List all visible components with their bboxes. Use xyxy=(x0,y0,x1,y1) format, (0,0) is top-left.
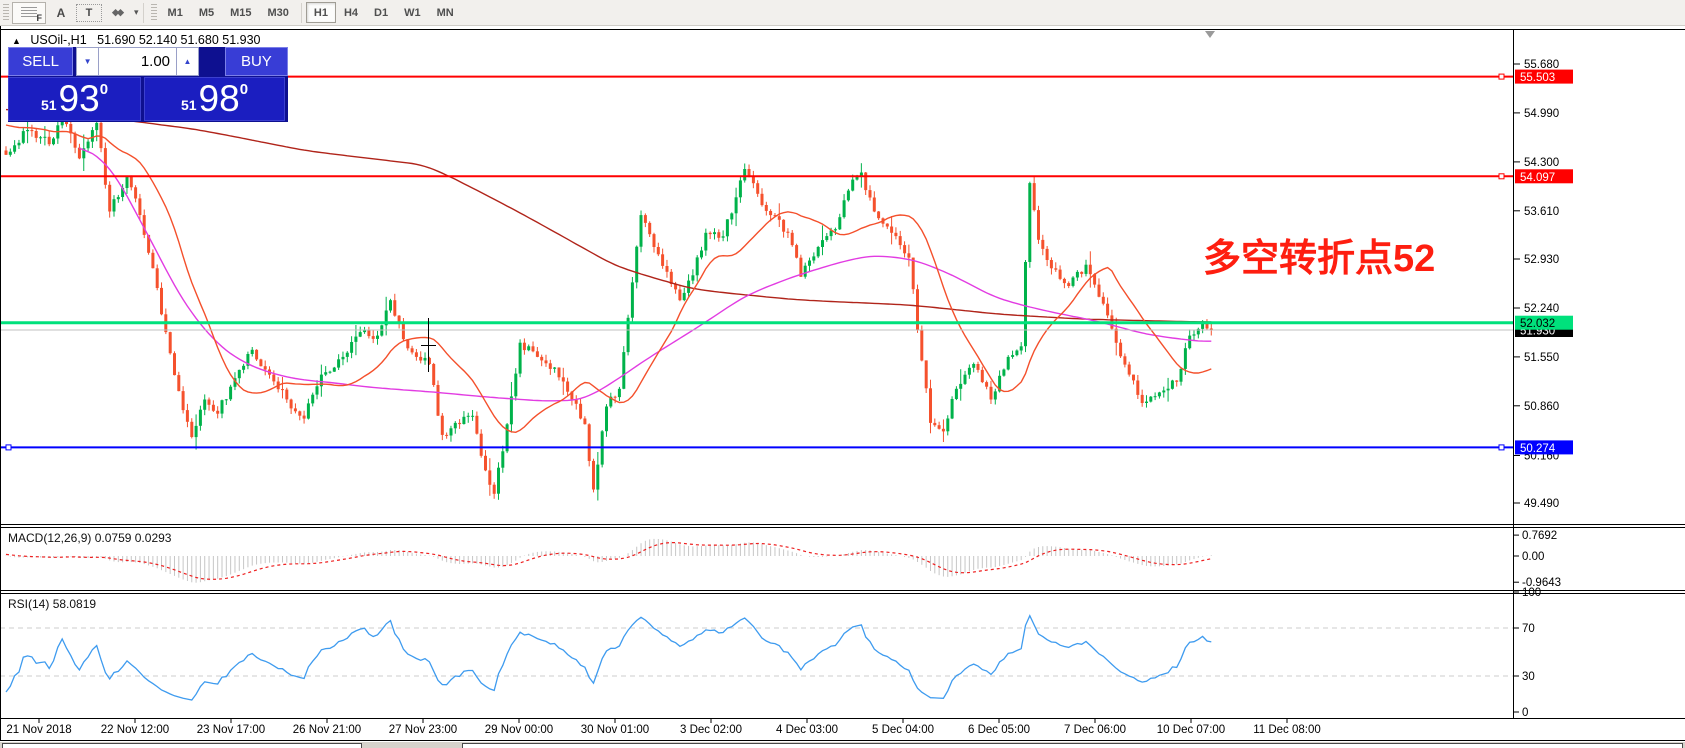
time-tick-label: 29 Nov 00:00 xyxy=(485,724,553,736)
price-tick-label: 52.240 xyxy=(1524,303,1559,315)
sell-price-prefix: 51 xyxy=(40,97,57,113)
timeframe-button-w1[interactable]: W1 xyxy=(404,6,421,19)
buy-price-main: 98 xyxy=(198,78,240,119)
time-tick-label: 22 Nov 12:00 xyxy=(101,724,169,736)
time-tick-label: 10 Dec 07:00 xyxy=(1157,724,1225,736)
sell-price-main: 93 xyxy=(58,78,100,119)
rsi-indicator-label: RSI(14) 58.0819 xyxy=(8,597,97,611)
toolbar-grip[interactable] xyxy=(3,3,9,22)
time-tick-label: 26 Nov 21:00 xyxy=(293,724,361,736)
buy-price-prefix: 51 xyxy=(180,97,197,113)
time-tick-label: 6 Dec 05:00 xyxy=(968,724,1030,736)
symbol-period-label: USOil-,H1 xyxy=(30,33,87,47)
price-badge-label: 55.503 xyxy=(1520,72,1555,84)
price-tick-label: 49.490 xyxy=(1524,498,1559,510)
sell-price-button[interactable]: 51 93 0 xyxy=(8,77,141,121)
price-tick-label: 53.610 xyxy=(1524,206,1559,218)
toolbar: F A T ◆◆ ▾ M1 M5 M15 M30 H1 H4 D1 W1 MN xyxy=(0,0,1685,26)
rsi-axis-label: 0 xyxy=(1522,707,1528,719)
timeframe-button-h4[interactable]: H4 xyxy=(343,6,359,19)
rsi-axis-label: 70 xyxy=(1522,623,1535,635)
line-drag-handle[interactable] xyxy=(1498,444,1505,451)
toolbar-separator xyxy=(300,2,302,23)
time-tick-label: 11 Dec 08:00 xyxy=(1253,724,1321,736)
docked-windows-strip xyxy=(0,742,1685,748)
macd-indicator-label: MACD(12,26,9) 0.0759 0.0293 xyxy=(8,531,172,545)
ma-fast-line xyxy=(5,124,1212,434)
price-tick-label: 50.860 xyxy=(1524,401,1559,413)
chart-text-annotation[interactable]: 多空转折点52 xyxy=(1203,238,1436,280)
time-tick-label: 4 Dec 03:00 xyxy=(776,724,838,736)
rsi-line xyxy=(5,614,1212,701)
price-badge xyxy=(1515,315,1573,330)
timeframe-button-m30[interactable]: M30 xyxy=(267,6,289,19)
chevron-down-icon[interactable]: ▾ xyxy=(134,7,139,17)
macd-axis-label: 0.00 xyxy=(1522,551,1544,563)
timeframe-button-m15[interactable]: M15 xyxy=(230,6,252,19)
chart-plot-area[interactable] xyxy=(0,26,1685,742)
price-tick-label: 52.930 xyxy=(1524,254,1559,266)
toolbar-grip[interactable] xyxy=(150,3,157,22)
rsi-axis-label: 30 xyxy=(1522,671,1535,683)
fib-lines-glyph xyxy=(21,6,37,19)
drawing-tools-group: F A T ◆◆ xyxy=(12,1,132,24)
buy-price-button[interactable]: 51 98 0 xyxy=(144,77,285,121)
chart-shift-marker-icon[interactable] xyxy=(1205,31,1215,38)
arrow-objects-icon[interactable]: ◆◆ xyxy=(112,7,124,17)
price-badge-label: 50.274 xyxy=(1520,443,1556,455)
timeframe-button-h1[interactable]: H1 xyxy=(305,2,336,23)
buy-price-pip: 0 xyxy=(239,81,249,98)
price-badge xyxy=(1515,169,1573,184)
sell-button[interactable]: SELL xyxy=(8,47,74,76)
text-label-icon[interactable]: A xyxy=(56,5,66,20)
chart-title: ▲ USOil-,H1 51.690 52.140 51.680 51.930 xyxy=(12,33,260,47)
ma-medium-line xyxy=(79,147,1212,402)
docked-window-edge[interactable] xyxy=(2,743,362,748)
timeframe-button-d1[interactable]: D1 xyxy=(374,6,389,19)
time-tick-label: 30 Nov 01:00 xyxy=(581,724,649,736)
docked-window-edge[interactable] xyxy=(462,743,1683,748)
timeframe-button-mn[interactable]: MN xyxy=(436,6,454,19)
ma-slow-line xyxy=(5,108,1212,323)
volume-input[interactable]: 1.00 xyxy=(98,47,177,76)
price-badge xyxy=(1515,440,1573,455)
toolbar-separator xyxy=(142,2,144,23)
one-click-panel-toggle-icon[interactable]: ▲ xyxy=(12,36,21,46)
fibonacci-retracement-icon[interactable]: F xyxy=(12,1,46,24)
price-tick-label: 55.680 xyxy=(1524,59,1559,71)
price-tick-label: 54.300 xyxy=(1524,157,1559,169)
one-click-trade-panel: SELL ▼ 1.00 ▲ BUY 51 93 0 51 98 0 xyxy=(8,47,288,122)
time-tick-label: 21 Nov 2018 xyxy=(6,724,71,736)
price-badge-label: 52.032 xyxy=(1520,318,1555,330)
trade-panel-prices: 51 93 0 51 98 0 xyxy=(8,77,288,121)
price-badge xyxy=(1515,69,1573,84)
buy-button[interactable]: BUY xyxy=(224,47,288,76)
line-drag-handle[interactable] xyxy=(5,444,12,451)
sell-price-pip: 0 xyxy=(99,81,109,98)
ohlc-values-label: 51.690 52.140 51.680 51.930 xyxy=(97,33,261,47)
macd-axis-label: 0.7692 xyxy=(1522,530,1557,542)
rsi-axis-label: 100 xyxy=(1522,587,1541,599)
line-drag-handle[interactable] xyxy=(1498,173,1505,180)
price-tick-label: 51.550 xyxy=(1524,352,1559,364)
macd-axis-label: -0.9643 xyxy=(1522,577,1561,589)
price-tick-label: 54.990 xyxy=(1524,108,1559,120)
timeframe-buttons: M1 M5 M15 M30 H1 H4 D1 W1 MN xyxy=(160,2,462,23)
volume-increase-button[interactable]: ▲ xyxy=(176,47,199,76)
line-drag-handle[interactable] xyxy=(1498,73,1505,80)
trade-panel-header: SELL ▼ 1.00 ▲ BUY xyxy=(8,47,288,76)
volume-decrease-button[interactable]: ▼ xyxy=(76,47,99,76)
macd-signal-line xyxy=(5,541,1212,580)
timeframe-button-m5[interactable]: M5 xyxy=(198,6,215,19)
time-tick-label: 23 Nov 17:00 xyxy=(197,724,265,736)
text-tool-icon[interactable]: T xyxy=(76,3,102,22)
price-badge-label: 54.097 xyxy=(1520,172,1555,184)
time-tick-label: 27 Nov 23:00 xyxy=(389,724,457,736)
timeframe-button-m1[interactable]: M1 xyxy=(167,6,183,19)
time-tick-label: 5 Dec 04:00 xyxy=(872,724,934,736)
time-tick-label: 3 Dec 02:00 xyxy=(680,724,742,736)
time-tick-label: 7 Dec 06:00 xyxy=(1064,724,1126,736)
